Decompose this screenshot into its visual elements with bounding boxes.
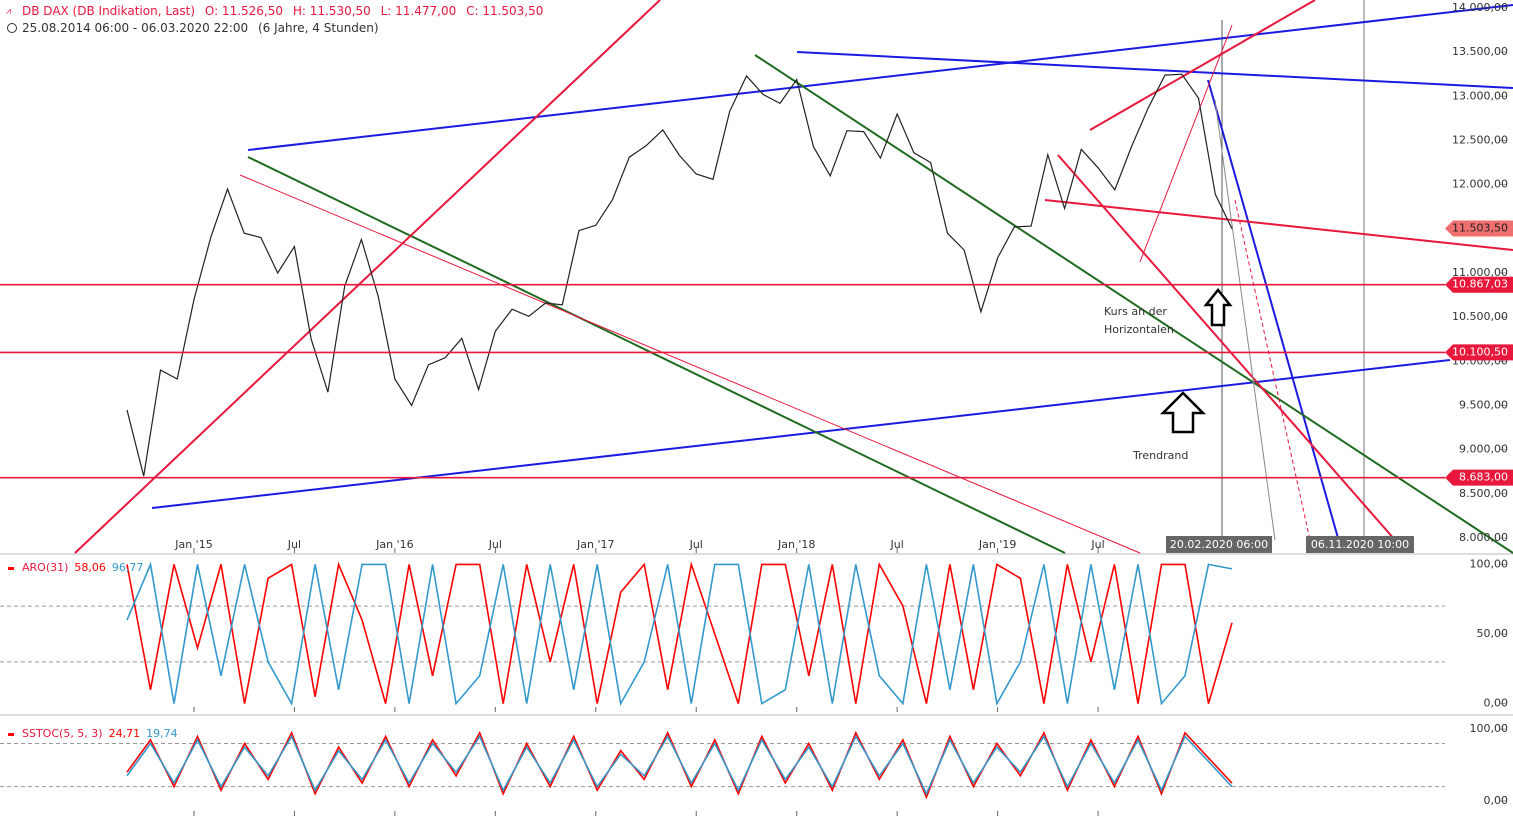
y-tick-label: 14.000,00 xyxy=(1452,1,1508,14)
level-label-box xyxy=(1445,344,1513,361)
x-tick-label: Jan '19 xyxy=(978,538,1016,551)
legend: ARO(31) 58,06 96,77 xyxy=(22,561,143,574)
last-price-label: 11.503,50 xyxy=(1452,221,1508,234)
ohlc: C: 11.503,50 xyxy=(466,4,543,18)
icon: ⩘ xyxy=(6,7,11,17)
legend-value: 58,06 xyxy=(74,561,106,574)
date-marker: 06.11.2020 10:00 xyxy=(1311,538,1409,551)
header-line: 25.08.2014 06:00 - 06.03.2020 22:00 (6 J… xyxy=(22,21,379,35)
x-tick-label: Jul xyxy=(689,538,703,551)
level-label-box xyxy=(1445,276,1513,293)
trendline xyxy=(1207,79,1341,546)
x-tick-label: Jul xyxy=(488,538,502,551)
x-tick-label: Jan '15 xyxy=(174,538,212,551)
trendlines xyxy=(74,0,1513,554)
ohlc: O: 11.526,50 xyxy=(205,4,283,18)
trendline xyxy=(151,359,1451,509)
x-tick-label: Jul xyxy=(287,538,301,551)
y-tick-label: 9.500,00 xyxy=(1459,398,1508,411)
header-bg xyxy=(0,0,480,36)
series-line xyxy=(126,730,1233,800)
clock-icon xyxy=(7,23,17,33)
trendline xyxy=(1089,0,1316,131)
trendline xyxy=(247,4,1513,151)
arrow-up xyxy=(1203,287,1233,327)
x-tick-label: Jan '18 xyxy=(777,538,815,551)
y-tick-label: 10.500,00 xyxy=(1452,310,1508,323)
y-tick-label: 0,00 xyxy=(1484,794,1509,807)
trendline xyxy=(74,0,661,554)
level-label: 10.100,50 xyxy=(1452,345,1508,358)
ohlc: H: 11.530,50 xyxy=(293,4,371,18)
legend-value: 19,74 xyxy=(146,727,178,740)
date-marker: 20.02.2020 06:00 xyxy=(1170,538,1268,551)
ohlc: L: 11.477,00 xyxy=(381,4,457,18)
y-tick-label: 11.000,00 xyxy=(1452,266,1508,279)
legend-name: SSTOC(5, 5, 3) xyxy=(22,727,103,740)
date-range: 25.08.2014 06:00 - 06.03.2020 22:00 xyxy=(22,21,248,35)
trendline xyxy=(796,51,1513,89)
trendline xyxy=(239,174,1141,554)
legend-swatch xyxy=(8,733,14,736)
trendline xyxy=(1044,199,1513,251)
y-tick-label: 12.500,00 xyxy=(1452,133,1508,146)
y-tick-label: 13.500,00 xyxy=(1452,45,1508,58)
trendline xyxy=(1139,24,1233,263)
y-tick-label: 100,00 xyxy=(1470,722,1509,735)
date-marker-box xyxy=(1306,536,1414,553)
legend-value: 96,77 xyxy=(112,561,144,574)
x-tick-label: Jul xyxy=(1090,538,1104,551)
y-tick-label: 0,00 xyxy=(1484,697,1509,710)
y-tick-label: 50,00 xyxy=(1477,627,1509,640)
level-label: 10.867,03 xyxy=(1452,278,1508,291)
level-label-box xyxy=(1445,469,1513,486)
date-marker-box xyxy=(1166,536,1272,553)
legend-swatch xyxy=(8,567,14,570)
date-span: (6 Jahre, 4 Stunden) xyxy=(258,21,379,35)
x-tick-label: Jul xyxy=(890,538,904,551)
annotation: Horizontalen xyxy=(1104,323,1174,336)
last-price-box xyxy=(1445,220,1513,237)
y-tick-label: 8.000,00 xyxy=(1459,531,1508,544)
trendline xyxy=(247,156,1066,554)
arrow-up xyxy=(1159,391,1207,434)
y-tick-label: 100,00 xyxy=(1470,557,1509,570)
legend: SSTOC(5, 5, 3) 24,71 19,74 xyxy=(22,727,178,740)
trendline xyxy=(1057,154,1396,541)
y-tick-label: 12.000,00 xyxy=(1452,178,1508,191)
annotation: Trendrand xyxy=(1132,449,1188,462)
title: DB DAX (DB Indikation, Last) xyxy=(22,4,195,18)
series-line xyxy=(126,73,1233,477)
annotation: Kurs an der xyxy=(1104,305,1167,318)
y-tick-label: 9.000,00 xyxy=(1459,443,1508,456)
trendline xyxy=(1234,199,1311,541)
series-line xyxy=(126,561,1233,704)
series-line xyxy=(126,734,1233,796)
x-tick-label: Jan '17 xyxy=(576,538,614,551)
level-label: 8.683,00 xyxy=(1459,471,1508,484)
trendline xyxy=(1214,99,1276,541)
legend-name: ARO(31) xyxy=(22,561,68,574)
y-tick-label: 8.500,00 xyxy=(1459,487,1508,500)
y-tick-label: 13.000,00 xyxy=(1452,89,1508,102)
header-line: DB DAX (DB Indikation, Last) O: 11.526,5… xyxy=(22,4,543,18)
x-tick-label: Jan '16 xyxy=(375,538,413,551)
trendline xyxy=(754,54,1513,554)
series-line xyxy=(126,561,1233,706)
legend-value: 24,71 xyxy=(109,727,141,740)
